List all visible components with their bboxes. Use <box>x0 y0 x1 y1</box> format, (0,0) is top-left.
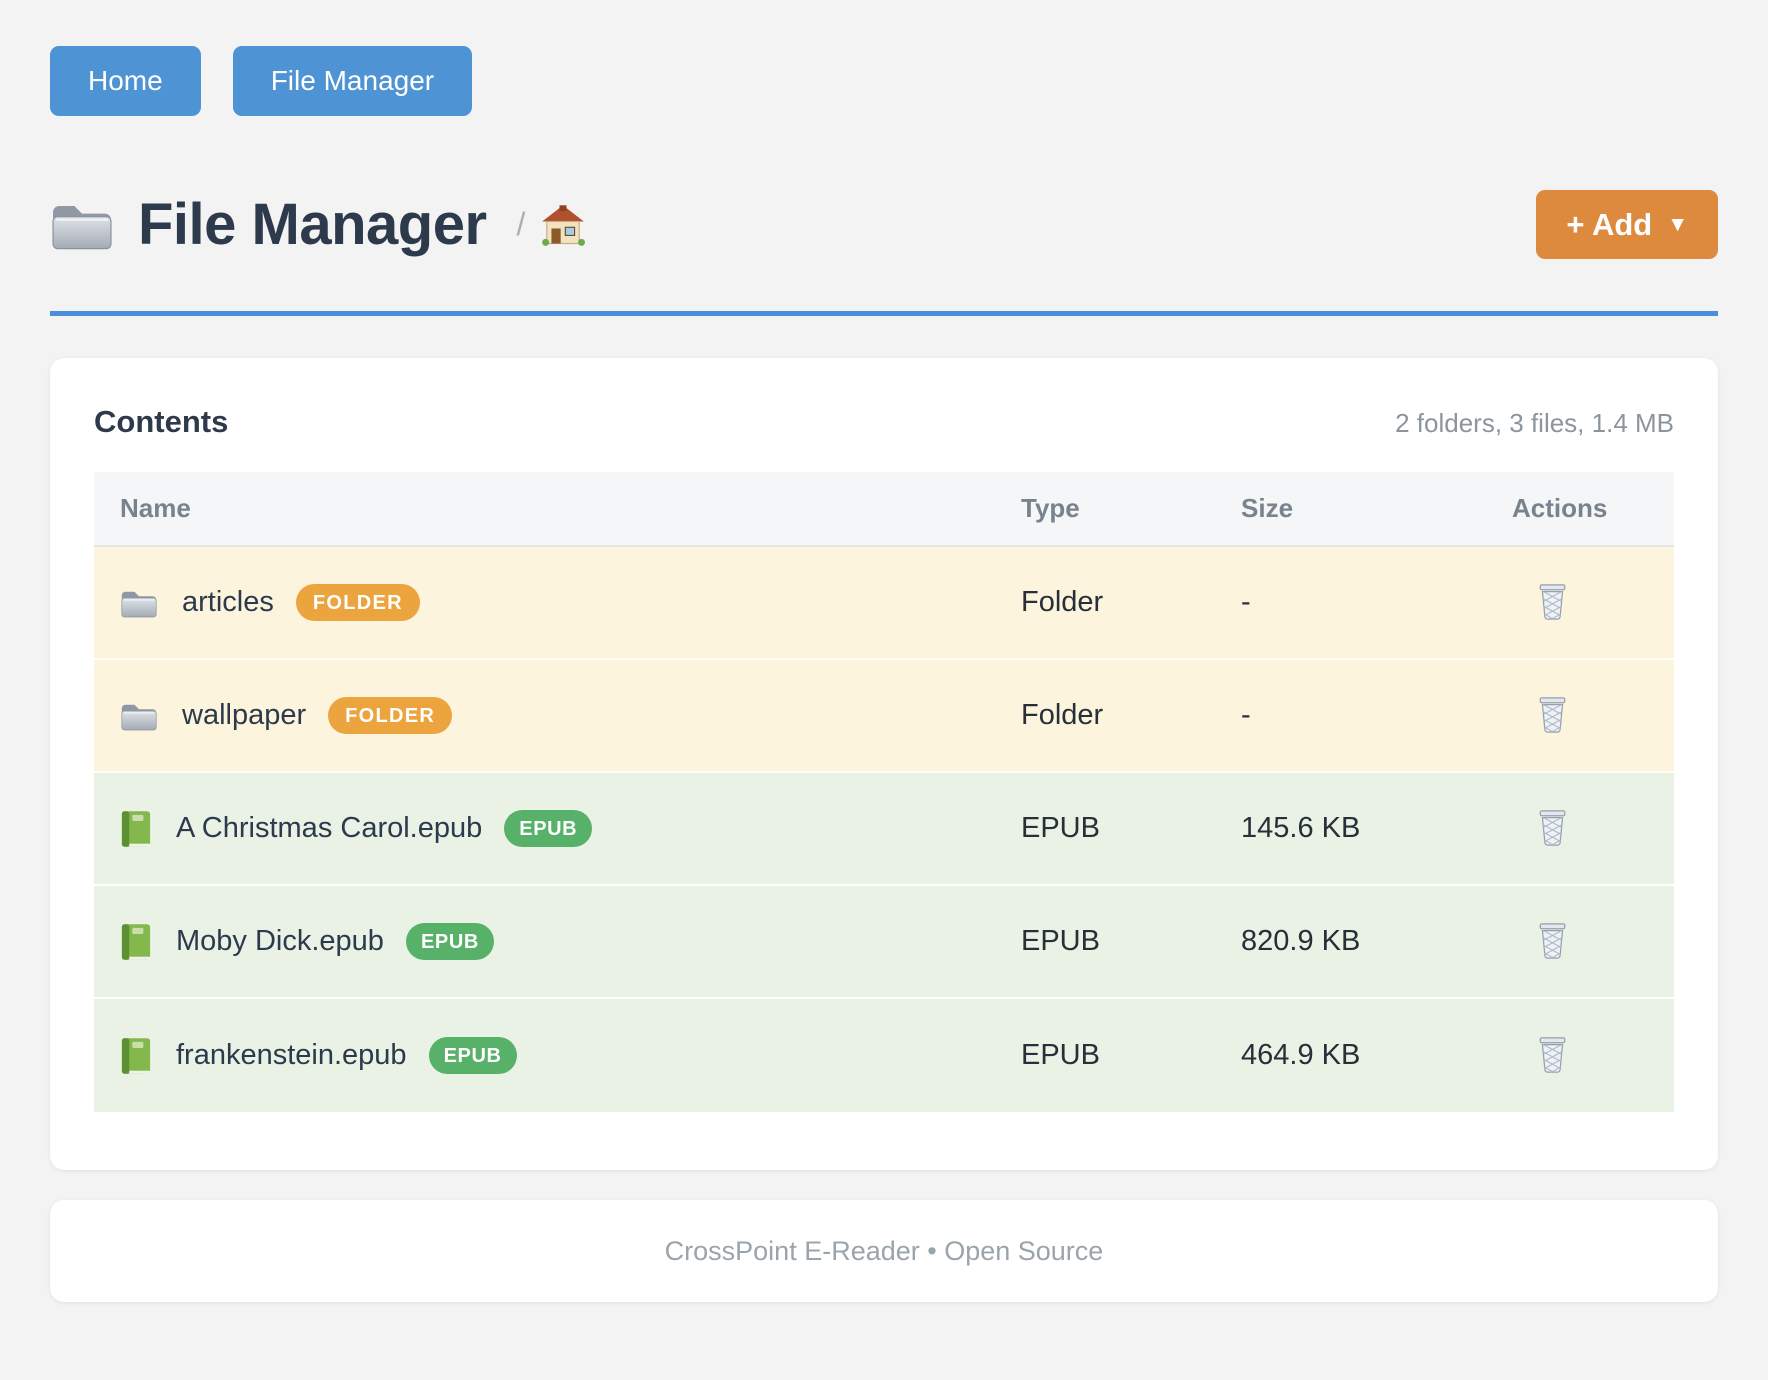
green-book-icon <box>121 1037 151 1074</box>
green-book-icon <box>121 923 151 960</box>
delete-button[interactable] <box>1532 918 1573 964</box>
table-row[interactable]: wallpaper FOLDER Folder - <box>94 660 1674 773</box>
top-nav: Home File Manager <box>50 46 1718 116</box>
cell-name: frankenstein.epub EPUB <box>94 1037 1021 1075</box>
cell-name: A Christmas Carol.epub EPUB <box>94 810 1021 848</box>
cell-type: EPUB <box>1021 812 1100 844</box>
row-name: wallpaper <box>182 699 307 731</box>
contents-card: Contents 2 folders, 3 files, 1.4 MB Name… <box>50 358 1718 1170</box>
cell-actions <box>1512 805 1674 852</box>
nav-button-home[interactable]: Home <box>50 46 201 116</box>
page: Home File Manager File Manager / + Add ▼… <box>50 46 1718 1302</box>
contents-summary: 2 folders, 3 files, 1.4 MB <box>1395 408 1674 438</box>
file-table-header: Name Type Size Actions <box>94 472 1674 547</box>
delete-button[interactable] <box>1532 1032 1573 1078</box>
trash-icon <box>1536 583 1569 621</box>
footer-text: CrossPoint E-Reader • Open Source <box>664 1235 1104 1266</box>
cell-size: 145.6 KB <box>1241 812 1361 844</box>
cell-size: - <box>1241 699 1251 731</box>
contents-card-header: Contents 2 folders, 3 files, 1.4 MB <box>94 404 1674 440</box>
cell-actions <box>1512 579 1674 626</box>
cell-size: 464.9 KB <box>1241 1039 1361 1071</box>
delete-button[interactable] <box>1532 805 1573 851</box>
row-name: frankenstein.epub <box>176 1039 407 1071</box>
trash-icon <box>1536 1036 1569 1074</box>
cell-actions <box>1512 692 1674 739</box>
cell-name: Moby Dick.epub EPUB <box>94 923 1021 961</box>
column-header-name: Name <box>120 493 191 523</box>
cell-type: EPUB <box>1021 925 1100 957</box>
cell-size: 820.9 KB <box>1241 925 1361 957</box>
row-name: A Christmas Carol.epub <box>176 812 483 844</box>
column-header-actions: Actions <box>1512 493 1608 523</box>
breadcrumb-separator: / <box>516 206 526 242</box>
row-badge: FOLDER <box>295 584 420 621</box>
cell-name: wallpaper FOLDER <box>94 697 1021 734</box>
trash-icon <box>1536 696 1569 734</box>
contents-title: Contents <box>94 404 229 439</box>
table-row[interactable]: frankenstein.epub EPUB EPUB 464.9 KB <box>94 999 1674 1112</box>
trash-icon <box>1536 809 1569 847</box>
folder-icon <box>121 703 157 731</box>
delete-button[interactable] <box>1532 579 1573 625</box>
cell-type: Folder <box>1021 586 1104 618</box>
chevron-down-icon: ▼ <box>1667 213 1688 236</box>
row-badge: FOLDER <box>328 697 453 734</box>
nav-button-file-manager[interactable]: File Manager <box>232 46 473 116</box>
breadcrumb: / <box>517 204 586 246</box>
cell-name: articles FOLDER <box>94 584 1021 621</box>
file-table: Name Type Size Actions articles FOLDER F… <box>94 472 1674 1112</box>
cell-size: - <box>1241 586 1251 618</box>
trash-icon <box>1536 922 1569 960</box>
title-divider <box>50 311 1718 316</box>
folder-icon <box>121 590 157 618</box>
column-header-type: Type <box>1021 493 1080 523</box>
table-row[interactable]: Moby Dick.epub EPUB EPUB 820.9 KB <box>94 886 1674 999</box>
row-badge: EPUB <box>405 923 494 960</box>
table-row[interactable]: articles FOLDER Folder - <box>94 547 1674 660</box>
add-button[interactable]: + Add ▼ <box>1536 190 1718 259</box>
page-title: File Manager <box>138 192 487 257</box>
row-name: Moby Dick.epub <box>176 925 384 957</box>
footer-card: CrossPoint E-Reader • Open Source <box>50 1200 1718 1302</box>
folder-icon <box>51 204 113 250</box>
house-icon[interactable] <box>541 204 586 246</box>
cell-actions <box>1512 918 1674 965</box>
green-book-icon <box>121 810 151 847</box>
cell-type: EPUB <box>1021 1039 1100 1071</box>
row-name: articles <box>182 586 274 618</box>
add-button-label: + Add <box>1566 207 1653 242</box>
delete-button[interactable] <box>1532 692 1573 738</box>
column-header-size: Size <box>1241 493 1294 523</box>
title-group: File Manager / <box>50 191 586 258</box>
row-badge: EPUB <box>504 810 593 847</box>
row-badge: EPUB <box>428 1037 517 1074</box>
table-row[interactable]: A Christmas Carol.epub EPUB EPUB 145.6 K… <box>94 773 1674 886</box>
file-table-body: articles FOLDER Folder - wallpaper FOLDE… <box>94 547 1674 1112</box>
cell-actions <box>1512 1032 1674 1079</box>
cell-type: Folder <box>1021 699 1104 731</box>
page-header: File Manager / + Add ▼ <box>50 190 1718 259</box>
